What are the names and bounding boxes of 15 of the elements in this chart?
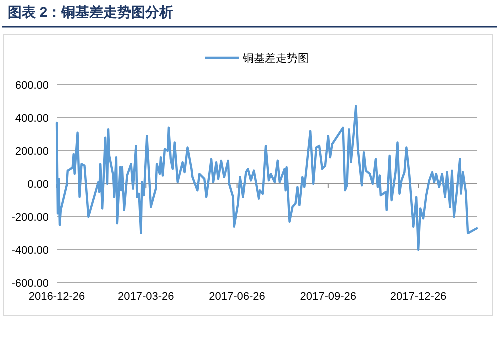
y-tick-label: 200.00: [15, 146, 49, 158]
x-tick-label: 2017-09-26: [300, 291, 357, 303]
x-tick-label: 2017-03-26: [118, 291, 174, 303]
y-tick-label: -200.00: [12, 212, 49, 224]
y-tick-label: 400.00: [15, 112, 49, 125]
y-tick-label: -600.00: [12, 278, 49, 290]
x-tick-label: 2016-12-26: [28, 291, 86, 303]
y-tick-label: 0.00: [28, 178, 49, 191]
line-series: [56, 105, 478, 252]
x-tick-label: 2017-12-26: [390, 291, 447, 303]
x-tick-label: 2017-06-26: [209, 291, 266, 303]
chart-title: 图表 2：铜基差走势图分析: [8, 4, 174, 20]
y-tick-label: 600.00: [15, 80, 49, 92]
legend-label: 铜基差走势图: [242, 52, 309, 65]
y-tick-label: -400.00: [12, 244, 49, 257]
